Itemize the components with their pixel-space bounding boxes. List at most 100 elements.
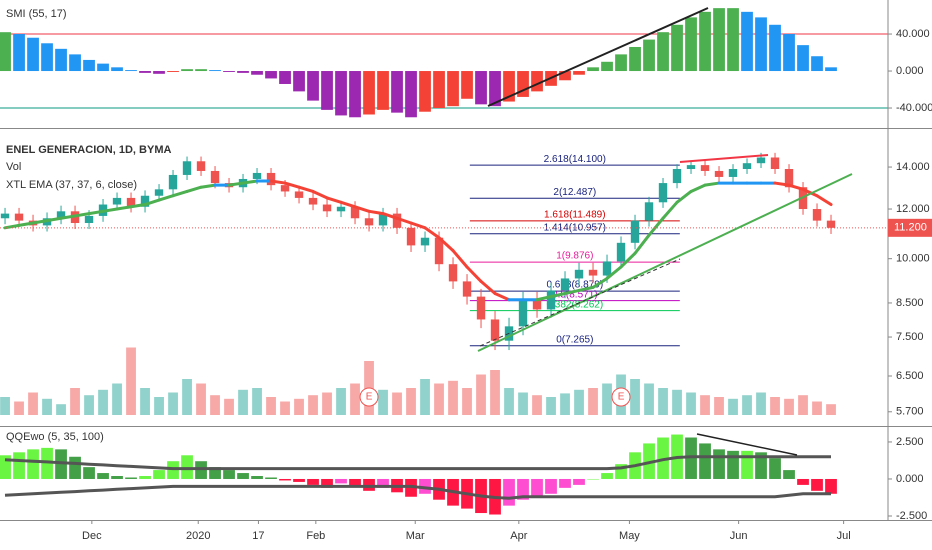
volume-bar	[742, 395, 752, 415]
histogram-bar	[153, 470, 165, 479]
volume-bar	[154, 397, 164, 415]
volume-bar	[434, 383, 444, 415]
volume-bar	[182, 379, 192, 415]
ma-segment	[815, 194, 833, 207]
histogram-bar	[727, 8, 739, 72]
ma-segment	[283, 181, 301, 189]
ma-segment	[479, 279, 497, 296]
ma-segment	[353, 205, 371, 213]
histogram-bar	[811, 478, 823, 491]
histogram-bar	[699, 443, 711, 479]
ma-segment	[423, 226, 441, 240]
volume-bar	[168, 392, 178, 415]
histogram-bar	[405, 71, 417, 118]
volume-bar	[196, 383, 206, 415]
x-tick-label: 17	[252, 530, 264, 542]
ma-segment	[59, 214, 77, 220]
histogram-bar	[55, 48, 67, 72]
candle-body	[168, 174, 178, 190]
histogram-bar	[209, 467, 221, 479]
histogram-bar	[0, 455, 11, 479]
volume-bar	[756, 392, 766, 415]
trend-line	[477, 173, 853, 352]
volume-bar	[728, 398, 738, 415]
y-tick-label: -40.000	[896, 102, 932, 114]
histogram-bar	[349, 71, 361, 118]
histogram-bar	[489, 71, 501, 107]
candle-body	[154, 189, 164, 196]
pane-subtitle: Vol	[6, 161, 21, 173]
volume-bar	[714, 397, 724, 415]
ma-segment	[563, 288, 581, 296]
volume-bar	[406, 388, 416, 415]
histogram-bar	[181, 69, 193, 72]
y-tick-label: 5.700	[896, 406, 924, 418]
histogram-bar	[573, 478, 585, 485]
candle-body	[672, 169, 682, 184]
volume-bar	[252, 388, 262, 415]
histogram-bar	[657, 32, 669, 72]
histogram-bar	[433, 71, 445, 109]
histogram-bar	[615, 54, 627, 72]
last-price-box	[888, 218, 932, 237]
ma-segment	[633, 233, 651, 255]
volume-bar	[518, 392, 528, 415]
ma-segment	[199, 183, 217, 189]
volume-bar	[238, 389, 248, 415]
histogram-bar	[41, 43, 53, 72]
indicator-label: XTL EMA (37, 37, 6, close)	[6, 179, 137, 191]
histogram-bar	[377, 478, 389, 488]
histogram-bar	[391, 71, 403, 113]
volume-bar	[574, 389, 584, 415]
trend-line	[696, 433, 798, 456]
histogram-bar	[769, 458, 781, 479]
fib-label: 0.618(8.879)	[546, 280, 603, 291]
histogram-bar	[447, 71, 459, 107]
volume-bar	[490, 370, 500, 415]
ma-segment	[675, 189, 693, 204]
volume-bar	[336, 388, 346, 415]
volume-bar	[686, 392, 696, 415]
candle-body	[322, 204, 332, 212]
candle-body	[714, 170, 724, 177]
fib-label: 2.618(14.100)	[544, 154, 606, 165]
y-tick-label: 0.000	[896, 65, 924, 77]
histogram-bar	[223, 470, 235, 479]
volume-bar	[140, 388, 150, 415]
histogram-bar	[69, 456, 81, 479]
pane-title: QQEwo (5, 35, 100)	[6, 431, 104, 443]
histogram-bar	[811, 56, 823, 72]
x-tick-label: Dec	[82, 530, 102, 542]
volume-bar	[602, 383, 612, 415]
pane-title: SMI (55, 17)	[6, 8, 67, 20]
volume-bar	[0, 397, 10, 415]
fib-label: 2(12.487)	[553, 187, 596, 198]
x-tick-label: 2020	[186, 530, 210, 542]
candle-body	[252, 172, 262, 179]
ma-segment	[465, 265, 483, 283]
histogram-bar	[699, 11, 711, 72]
ma-segment	[87, 209, 105, 216]
volume-bar	[476, 374, 486, 415]
ma-segment	[73, 212, 91, 218]
histogram-bar	[13, 34, 25, 72]
ma-segment	[325, 196, 343, 204]
candle-body	[686, 165, 696, 170]
histogram-bar	[69, 54, 81, 72]
volume-bar	[798, 395, 808, 415]
histogram-bar	[545, 478, 557, 494]
candle-body	[770, 157, 780, 170]
ma-segment	[451, 249, 469, 269]
volume-bar	[224, 398, 234, 415]
histogram-bar	[251, 71, 263, 75]
volume-bar	[504, 388, 514, 415]
histogram-bar	[265, 71, 277, 79]
x-tick-label: Mar	[406, 530, 425, 542]
volume-bar	[42, 398, 52, 415]
volume-bar	[266, 397, 276, 415]
ma-segment	[591, 276, 609, 289]
histogram-bar	[531, 478, 543, 497]
volume-bar	[56, 404, 66, 415]
y-tick-label: 14.000	[896, 161, 930, 173]
ma-segment	[647, 216, 665, 237]
